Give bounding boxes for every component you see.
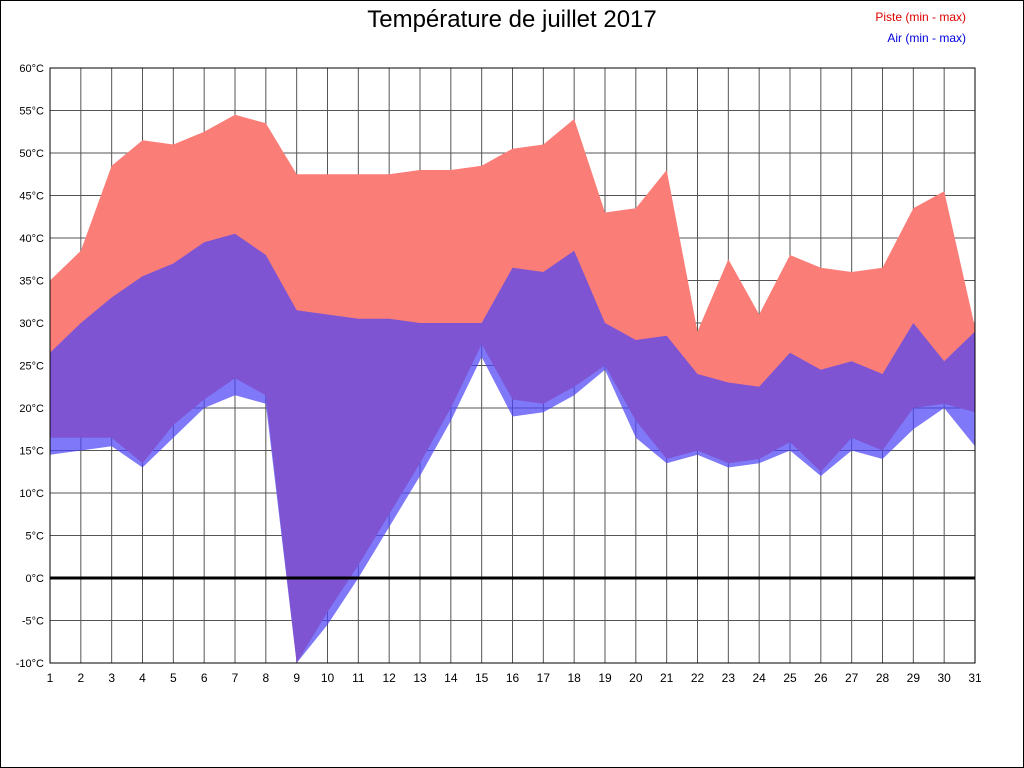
x-tick-label: 22 [691, 671, 705, 685]
x-tick-label: 20 [629, 671, 643, 685]
x-tick-label: 14 [444, 671, 458, 685]
x-tick-label: 29 [907, 671, 921, 685]
y-tick-label: 25°C [19, 361, 44, 373]
x-tick-label: 10 [321, 671, 335, 685]
x-tick-label: 26 [814, 671, 828, 685]
x-tick-label: 8 [262, 671, 269, 685]
y-tick-label: 15°C [19, 446, 44, 458]
x-tick-label: 12 [382, 671, 396, 685]
legend-label-air: Air (min - max) [887, 31, 966, 45]
x-tick-label: 25 [783, 671, 797, 685]
plot-border [49, 67, 976, 664]
x-tick-label: 6 [201, 671, 208, 685]
x-tick-label: 2 [77, 671, 84, 685]
x-tick-label: 16 [506, 671, 520, 685]
legend-item-air: Air (min - max) [875, 28, 966, 49]
x-tick-label: 27 [845, 671, 859, 685]
y-tick-label: 55°C [19, 106, 44, 118]
chart-title: Température de juillet 2017 [367, 6, 657, 33]
y-tick-label: 35°C [19, 276, 44, 288]
y-tick-label: -5°C [22, 616, 44, 628]
legend: Piste (min - max) Air (min - max) [875, 7, 966, 49]
y-tick-label: 40°C [19, 233, 44, 245]
y-tick-label: -10°C [16, 658, 44, 670]
y-tick-label: 50°C [19, 148, 44, 160]
y-tick-label: 45°C [19, 191, 44, 203]
y-tick-label: 10°C [19, 488, 44, 500]
x-tick-label: 23 [722, 671, 736, 685]
x-tick-label: 4 [139, 671, 146, 685]
x-tick-label: 31 [968, 671, 982, 685]
legend-label-piste: Piste (min - max) [875, 10, 966, 24]
x-tick-label: 15 [475, 671, 489, 685]
y-tick-label: 5°C [26, 531, 45, 543]
legend-item-piste: Piste (min - max) [875, 7, 966, 28]
y-tick-label: 20°C [19, 403, 44, 415]
x-tick-label: 21 [660, 671, 674, 685]
x-tick-label: 30 [937, 671, 951, 685]
x-tick-label: 7 [232, 671, 239, 685]
x-tick-label: 18 [567, 671, 581, 685]
x-tick-label: 9 [293, 671, 300, 685]
x-tick-label: 24 [752, 671, 766, 685]
x-tick-label: 1 [47, 671, 54, 685]
x-tick-label: 28 [876, 671, 890, 685]
x-tick-label: 3 [108, 671, 115, 685]
y-tick-label: 0°C [26, 573, 45, 585]
air-band [50, 233, 975, 663]
x-tick-label: 13 [413, 671, 427, 685]
y-tick-label: 30°C [19, 318, 44, 330]
x-tick-label: 17 [537, 671, 551, 685]
x-tick-label: 11 [352, 671, 365, 685]
x-tick-label: 5 [170, 671, 177, 685]
x-tick-label: 19 [598, 671, 612, 685]
y-tick-label: 60°C [19, 63, 44, 75]
